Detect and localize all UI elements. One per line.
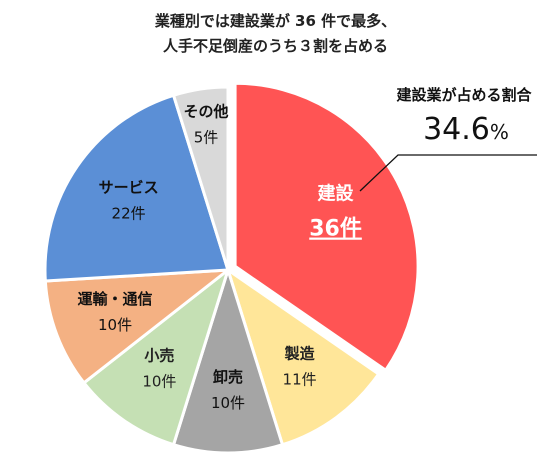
chart-title-line-1: 業種別では建設業が 36 件で最多、 [154, 12, 397, 30]
pie-slice-2 [171, 264, 285, 455]
slice-name-label-1: 製造 [284, 344, 315, 362]
pie-slice-1 [225, 266, 381, 447]
pie-slice-0 [233, 81, 420, 373]
pie-slice-3 [81, 265, 231, 447]
slice-name-label-2: 卸売 [213, 368, 243, 386]
callout-value-number: 34.6 [423, 112, 490, 147]
slice-name-label-4: 運輸・通信 [78, 290, 153, 308]
slice-value-label-2: 10件 [211, 394, 245, 412]
callout-label: 建設業が占める割合 [396, 86, 532, 104]
slice-name-label-0: 建設 [318, 183, 355, 205]
pie-slices [43, 81, 420, 455]
slice-value-label-1: 11件 [283, 370, 317, 388]
slice-value-label-6: 5件 [194, 128, 219, 146]
callout-leader-line [359, 154, 537, 192]
slice-name-label-3: 小売 [144, 346, 174, 364]
pie-slice-6 [171, 85, 230, 271]
slice-name-label-6: その他 [183, 102, 228, 120]
slice-value-label-3: 10件 [142, 372, 176, 390]
slice-value-label-4: 10件 [98, 316, 132, 334]
pie-slice-4 [43, 268, 233, 385]
callout-value: 34.6% [386, 112, 546, 147]
slice-value-label-0: 36件 [309, 217, 362, 242]
chart-title-line-2: 人手不足倒産のうち３割を占める [162, 37, 388, 55]
slice-name-label-5: サービス [99, 178, 159, 196]
slice-value-label-5: 22件 [112, 204, 146, 222]
callout-value-unit: % [489, 120, 509, 144]
pie-slice-5 [43, 93, 231, 283]
